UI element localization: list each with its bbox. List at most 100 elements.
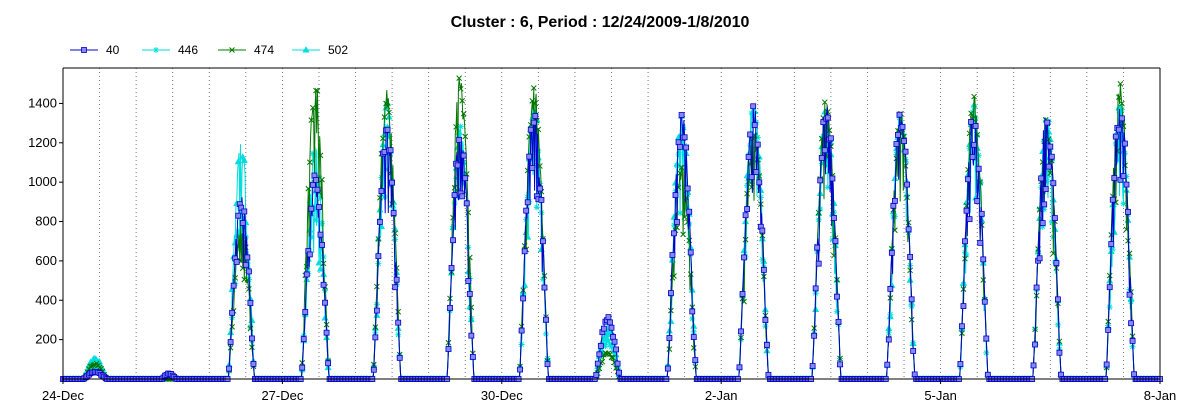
data-point <box>229 47 235 53</box>
data-point <box>1115 126 1122 133</box>
data-point <box>1109 246 1116 253</box>
data-point <box>229 309 236 316</box>
data-point <box>319 176 325 183</box>
data-point <box>1047 143 1054 150</box>
data-point <box>1039 223 1046 230</box>
data-point <box>320 260 327 267</box>
data-point <box>1116 94 1122 101</box>
data-point <box>690 344 697 351</box>
legend-item-474: 474 <box>218 43 274 57</box>
data-point <box>832 238 839 244</box>
data-point <box>966 216 973 223</box>
data-point <box>235 212 242 219</box>
data-point <box>1120 173 1127 179</box>
data-point <box>1051 215 1058 221</box>
data-point <box>1045 136 1052 142</box>
data-point <box>91 365 98 372</box>
data-point <box>313 87 319 94</box>
data-point <box>1126 291 1133 298</box>
data-point <box>527 126 534 133</box>
data-point <box>1038 175 1045 182</box>
data-point <box>524 199 531 206</box>
data-point <box>736 364 743 371</box>
data-point <box>244 254 251 261</box>
data-point <box>445 346 452 352</box>
data-point <box>81 47 87 53</box>
data-point <box>901 138 907 145</box>
data-point <box>238 204 245 211</box>
data-point <box>670 222 677 229</box>
data-point <box>518 341 525 348</box>
data-point <box>454 162 461 169</box>
data-point <box>683 144 690 151</box>
y-tick-label: 1000 <box>28 174 57 189</box>
data-point <box>675 151 682 158</box>
data-point <box>681 134 688 141</box>
data-point <box>960 303 967 309</box>
data-point <box>532 113 539 119</box>
data-point <box>980 256 987 263</box>
data-point <box>744 206 751 212</box>
data-point <box>543 316 549 323</box>
data-point <box>373 307 380 314</box>
data-point <box>741 254 747 261</box>
legend-item-40: 40 <box>70 43 120 57</box>
data-point <box>535 147 542 154</box>
data-point <box>608 344 615 351</box>
data-point <box>969 154 976 160</box>
data-point <box>812 285 819 292</box>
x-tick-label: 27-Dec <box>261 388 303 403</box>
data-point <box>530 119 537 126</box>
data-point <box>616 369 623 376</box>
data-point <box>764 341 770 348</box>
data-point <box>1048 218 1055 225</box>
data-point <box>317 195 324 202</box>
data-point <box>824 114 831 121</box>
data-point <box>229 324 235 330</box>
data-point <box>666 346 673 352</box>
data-point <box>1053 260 1060 266</box>
legend-label: 502 <box>328 43 348 57</box>
data-point <box>466 291 473 297</box>
data-point <box>747 142 754 149</box>
data-point <box>451 192 458 199</box>
data-point <box>1117 176 1124 183</box>
data-point <box>888 249 895 256</box>
data-point <box>1114 157 1121 164</box>
data-point <box>316 204 322 210</box>
data-point <box>818 160 825 167</box>
y-tick-label: 1200 <box>28 135 57 150</box>
data-point <box>314 88 321 94</box>
data-point <box>750 103 757 110</box>
data-point <box>540 238 546 245</box>
data-point <box>896 111 903 118</box>
data-point <box>610 354 616 361</box>
data-point <box>671 230 677 237</box>
data-point <box>1044 178 1051 185</box>
data-point <box>539 276 546 283</box>
data-point <box>608 354 615 361</box>
data-point <box>611 338 618 345</box>
data-point <box>299 364 306 371</box>
data-point <box>744 182 751 189</box>
legend-item-502: 502 <box>292 43 348 57</box>
data-point <box>319 242 325 248</box>
data-point <box>462 133 469 140</box>
data-point <box>677 209 684 216</box>
data-point <box>306 159 313 166</box>
data-point <box>971 93 977 100</box>
data-point <box>678 164 685 171</box>
data-point <box>606 341 613 348</box>
data-point <box>809 363 816 369</box>
legend-item-446: 446 <box>142 43 198 57</box>
data-point <box>314 186 321 193</box>
data-point <box>753 169 760 175</box>
data-point <box>607 319 613 326</box>
data-point <box>1123 181 1130 188</box>
data-point <box>153 47 159 53</box>
data-point <box>453 124 459 130</box>
data-point <box>313 177 319 183</box>
data-point <box>532 100 539 107</box>
data-point <box>381 193 388 200</box>
data-point <box>754 134 761 141</box>
